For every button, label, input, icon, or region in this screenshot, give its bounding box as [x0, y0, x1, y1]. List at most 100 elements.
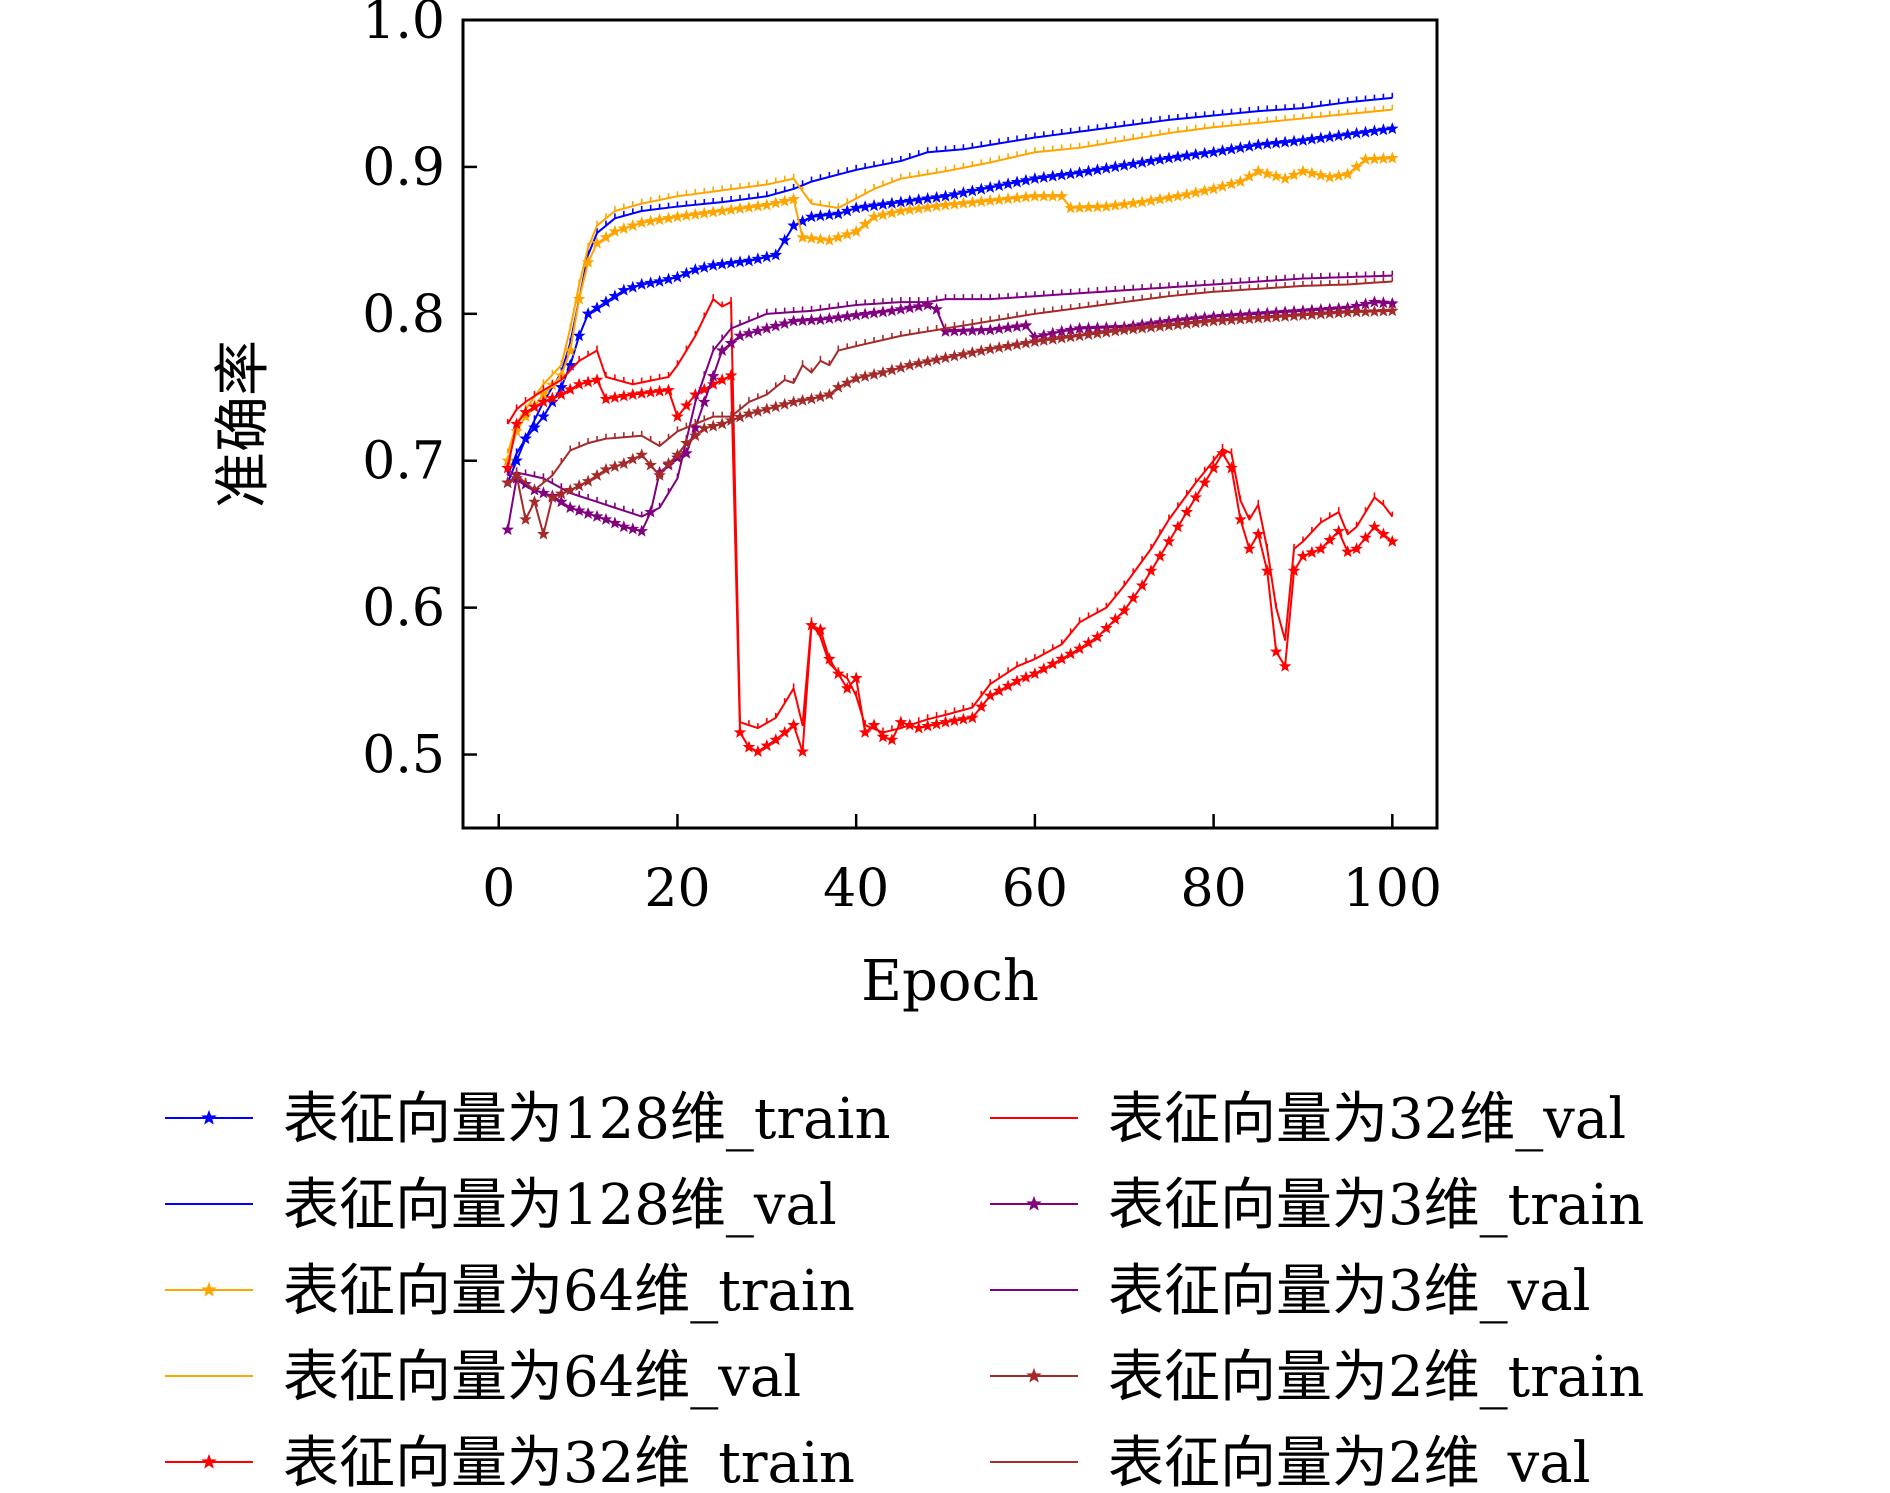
series-point [815, 210, 825, 220]
legend: 表征向量为128维_train 表征向量为128维_val 表征向量为64维_tra… [165, 1087, 1644, 1493]
series-point [1199, 148, 1209, 158]
series-point [592, 374, 602, 384]
series-point [878, 199, 888, 209]
series-line [502, 370, 1397, 756]
series-point [1030, 173, 1040, 183]
series-point [976, 196, 986, 206]
series-point [610, 392, 620, 402]
series-point [1056, 191, 1066, 201]
series-point [949, 189, 959, 199]
x-axis-label: Epoch [861, 949, 1039, 1014]
legend-item: 表征向量为64维_train [165, 1259, 855, 1324]
series-point [1003, 178, 1013, 188]
series-point [1387, 305, 1397, 315]
series-point [1298, 551, 1308, 561]
series-point [779, 235, 789, 245]
series-point [824, 209, 834, 219]
series-point [610, 461, 620, 471]
series-point [502, 524, 512, 534]
series-point [985, 182, 995, 192]
series-point [744, 202, 754, 212]
series-point [958, 198, 968, 208]
series-point [1155, 154, 1165, 164]
series-point [1128, 158, 1138, 168]
series-point [967, 186, 977, 196]
series-point [1092, 328, 1102, 338]
series-point [645, 216, 655, 226]
series-point [1021, 338, 1031, 348]
series-point [842, 229, 852, 239]
legend-marker [202, 1283, 215, 1296]
series-point [1021, 192, 1031, 202]
series-point [1360, 127, 1370, 137]
series-point [1199, 185, 1209, 195]
series-point [1235, 142, 1245, 152]
series-point [958, 349, 968, 359]
legend-item: 表征向量为32维_val [990, 1087, 1626, 1152]
series-path [508, 302, 1393, 531]
series-point [851, 310, 861, 320]
legend-label: 表征向量为32维_train [283, 1431, 855, 1493]
series-point [726, 204, 736, 214]
series-point [1021, 672, 1031, 682]
series-point [1351, 128, 1361, 138]
series-point [690, 209, 700, 219]
series-point [1208, 147, 1218, 157]
series-point [1074, 167, 1084, 177]
y-tick-label: 0.7 [362, 432, 445, 492]
legend-label: 表征向量为64维_train [283, 1259, 855, 1324]
series-point [976, 325, 986, 335]
series-line [502, 305, 1397, 538]
series-point [771, 250, 781, 260]
series-point [1191, 187, 1201, 197]
series-point [565, 502, 575, 512]
series-point [878, 306, 888, 316]
series-point [1378, 306, 1388, 316]
series-point [699, 208, 709, 218]
series-point [1074, 330, 1084, 340]
series-point [1012, 321, 1022, 331]
x-tick-label: 40 [823, 859, 889, 919]
series-point [1065, 168, 1075, 178]
series-point [1083, 329, 1093, 339]
series-point [735, 727, 745, 737]
series-point [1003, 322, 1013, 332]
series-point [1119, 199, 1129, 209]
legend-item: 表征向量为3维_val [990, 1259, 1591, 1324]
series-point [1164, 536, 1174, 546]
legend-label: 表征向量为3维_train [1108, 1173, 1644, 1238]
series-point [788, 316, 798, 326]
legend-marker [1027, 1369, 1040, 1382]
series-point [815, 314, 825, 324]
series-point [1110, 200, 1120, 210]
series-point [628, 282, 638, 292]
y-tick-label: 0.6 [362, 579, 445, 639]
series-point [556, 389, 566, 399]
series-point [645, 277, 655, 287]
series-point [1199, 477, 1209, 487]
series-point [654, 386, 664, 396]
series-point [645, 387, 655, 397]
series-point [1146, 156, 1156, 166]
series-point [672, 272, 682, 282]
legend-marker [1027, 1197, 1040, 1210]
legend-item: 表征向量为2维_val [990, 1431, 1591, 1493]
series-point [958, 187, 968, 197]
series-line [502, 297, 1397, 536]
series-point [619, 223, 629, 233]
series-point [1360, 306, 1370, 316]
series-point [887, 198, 897, 208]
series-point [708, 260, 718, 270]
series-point [1333, 170, 1343, 180]
x-tick-label: 100 [1343, 859, 1442, 919]
legend-item: 表征向量为2维_train [990, 1345, 1644, 1410]
series-point [1226, 144, 1236, 154]
series-point [1110, 161, 1120, 171]
legend-label: 表征向量为64维_val [283, 1345, 801, 1410]
series-point [1012, 193, 1022, 203]
series-point [592, 238, 602, 248]
series-point [619, 458, 629, 468]
series-point [538, 529, 548, 539]
series-point [842, 311, 852, 321]
y-tick-label: 1.0 [362, 0, 445, 51]
